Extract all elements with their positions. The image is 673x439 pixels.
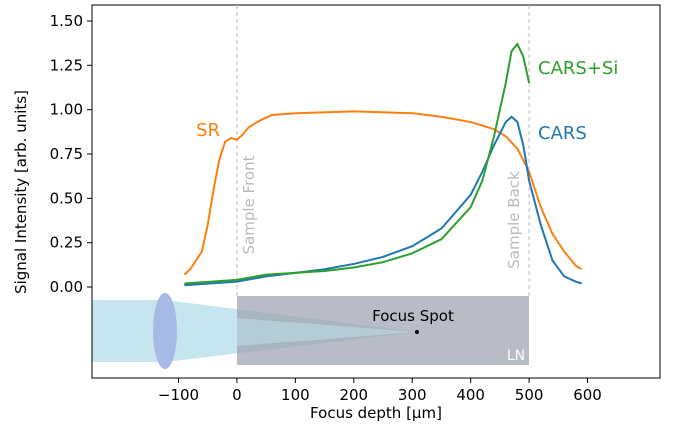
y-tick-label: 0.00	[50, 278, 83, 296]
ln-label: LN	[507, 348, 525, 364]
focus-label: Focus Spot	[372, 307, 454, 325]
y-tick-label: 1.25	[50, 56, 83, 74]
x-tick-label: −100	[158, 386, 199, 404]
light-beam	[92, 300, 165, 362]
x-tick-label: 500	[515, 386, 544, 404]
x-tick-label: 600	[573, 386, 602, 404]
series-line	[183, 110, 583, 276]
series-label: CARS	[538, 123, 587, 144]
series-line	[184, 42, 531, 285]
light-cone-inside	[237, 318, 417, 346]
x-tick-label: 0	[232, 386, 242, 404]
lens	[153, 293, 177, 369]
series-label: SR	[196, 120, 220, 141]
x-tick-label: 300	[398, 386, 427, 404]
x-tick-label: 200	[339, 386, 368, 404]
y-tick-label: 0.25	[50, 234, 83, 252]
diagram: Focus Spot LN	[92, 293, 529, 369]
x-axis-label: Focus depth [μm]	[310, 404, 442, 422]
y-axis-label: Signal Intensity [arb. units]	[12, 90, 30, 294]
x-tick-label: 100	[281, 386, 310, 404]
sample-edge-label: Sample Back	[505, 171, 523, 269]
series-label: CARS+Si	[538, 58, 618, 79]
x-tick-label: 400	[456, 386, 485, 404]
sample-edge-label: Sample Front	[240, 155, 258, 254]
plot-frame	[91, 4, 661, 379]
y-tick-label: 0.50	[50, 189, 83, 207]
y-tick-label: 1.50	[50, 12, 83, 30]
y-tick-label: 0.75	[50, 145, 83, 163]
focus-spot	[415, 330, 419, 334]
y-tick-label: 1.00	[50, 101, 83, 119]
